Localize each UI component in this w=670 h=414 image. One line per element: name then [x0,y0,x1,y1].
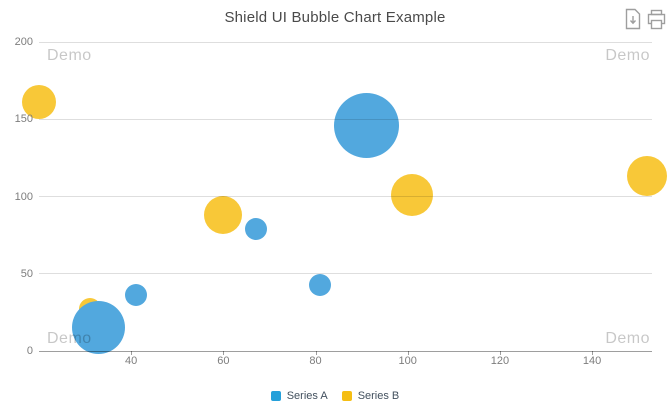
export-button[interactable] [624,7,642,31]
printer-icon [647,9,666,33]
x-axis-label: 80 [309,355,322,367]
print-button[interactable] [646,7,667,31]
chart-toolbar [624,7,667,31]
x-axis-tick [223,351,225,355]
x-axis-tick [131,351,133,355]
bubble-series-b[interactable] [204,196,243,235]
demo-watermark-top-left: Demo [47,47,92,64]
y-axis-label: 200 [14,36,33,48]
y-axis-label: 150 [14,113,33,126]
bubble-series-a[interactable] [309,273,332,296]
gridline-y-50 [39,273,652,275]
legend-item-series-a[interactable]: Series A [270,390,328,402]
gridline-y-200 [39,41,652,43]
legend: Series A Series B [0,390,670,402]
x-axis-tick [315,351,317,355]
bubble-series-b[interactable] [22,85,56,120]
bubble-series-a[interactable] [72,301,126,355]
download-document-icon [625,8,641,33]
x-axis-label: 100 [398,355,417,367]
demo-watermark-bottom-left: Demo [47,330,92,347]
x-axis-label: 60 [217,355,230,367]
x-axis-tick [592,351,594,355]
bubble-series-b[interactable] [627,156,668,197]
gridline-y-0 [39,350,652,352]
series-a-swatch [270,391,281,401]
bubble-series-a[interactable] [244,217,267,240]
bubble-series-a[interactable] [333,92,399,158]
gridline-y-150 [39,118,652,120]
x-axis-tick [407,351,409,355]
x-axis-label: 40 [125,355,138,367]
y-axis-label: 50 [20,267,33,280]
x-axis-tick [499,351,501,355]
gridline-y-100 [39,196,652,197]
legend-item-series-b[interactable]: Series B [341,390,400,402]
series-b-swatch [341,391,352,401]
demo-watermark-bottom-right: Demo [605,330,650,347]
x-axis-label: 140 [582,355,602,367]
y-axis-label: 0 [26,345,33,357]
x-axis-label: 120 [490,355,510,367]
legend-label-series-a: Series A [286,390,328,402]
legend-label-series-b: Series B [357,390,400,402]
bubble-series-a[interactable] [124,284,147,307]
demo-watermark-top-right: Demo [605,47,650,64]
chart-title: Shield UI Bubble Chart Example [224,9,446,26]
bubble-series-b[interactable] [391,173,434,216]
y-axis-label: 100 [14,190,33,203]
